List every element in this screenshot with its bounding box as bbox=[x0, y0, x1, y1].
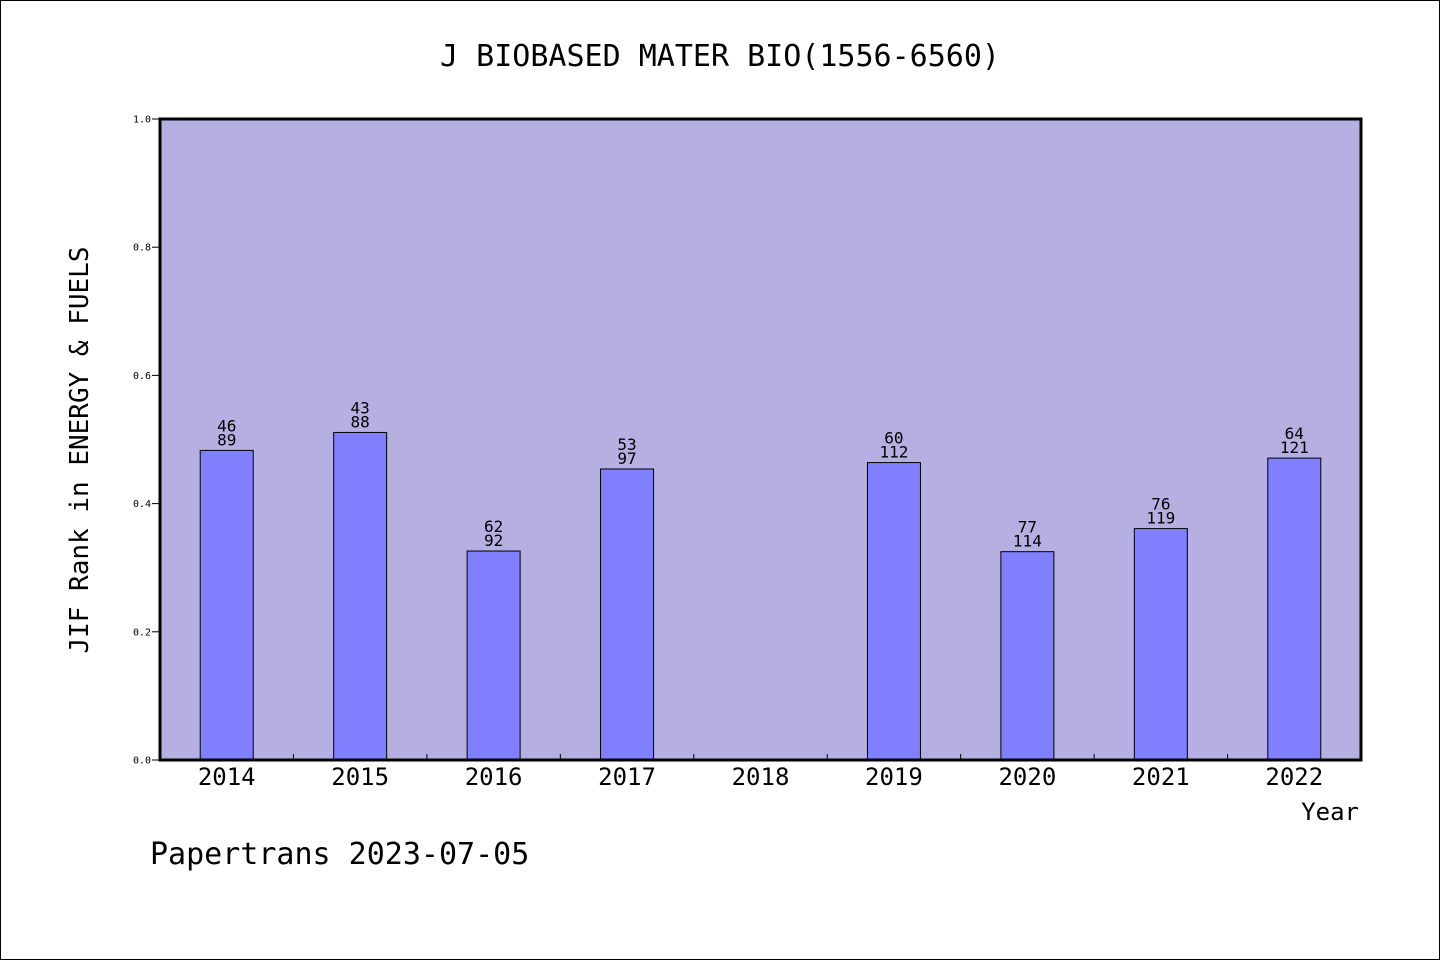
y-tick-label: 0.6 bbox=[133, 371, 151, 382]
x-tick-label: 2019 bbox=[865, 763, 923, 791]
x-tick-label: 2015 bbox=[331, 763, 389, 791]
bar-total-label: 92 bbox=[484, 531, 503, 550]
footer-text: Papertrans 2023-07-05 bbox=[150, 837, 529, 872]
x-axis: 2014 2015 2016 2017 2018 2019 2020 2021 2022 bbox=[198, 754, 1323, 791]
y-axis: 0.0 0.2 0.4 0.6 0.8 1.0 bbox=[133, 115, 160, 767]
x-axis-label: Year bbox=[1301, 798, 1359, 826]
bar-rank-label: 76 bbox=[1151, 495, 1170, 514]
chart-title: J BIOBASED MATER BIO(1556-6560) bbox=[440, 39, 1000, 74]
bar bbox=[1000, 551, 1055, 761]
y-tick-label: 0.2 bbox=[133, 627, 151, 638]
bar-rank-label: 64 bbox=[1285, 424, 1304, 443]
bar bbox=[866, 462, 921, 761]
bar-total-label: 119 bbox=[1146, 509, 1175, 528]
x-tick-label: 2020 bbox=[998, 763, 1056, 791]
y-axis-label: JIF Rank in ENERGY & FUELS bbox=[65, 247, 95, 654]
bar-total-label: 112 bbox=[879, 443, 908, 462]
x-tick-label: 2018 bbox=[732, 763, 790, 791]
bar-rank-label: 53 bbox=[617, 435, 636, 454]
bar bbox=[1267, 457, 1322, 761]
bar-total-label: 97 bbox=[617, 449, 636, 468]
bar-rank-label: 77 bbox=[1018, 518, 1037, 537]
x-tick-label: 2017 bbox=[598, 763, 656, 791]
x-tick-label: 2022 bbox=[1265, 763, 1323, 791]
bar bbox=[466, 550, 521, 761]
y-tick-label: 0.4 bbox=[133, 499, 151, 510]
bar-rank-label: 43 bbox=[351, 398, 370, 417]
x-tick-label: 2016 bbox=[465, 763, 523, 791]
bar bbox=[600, 468, 655, 761]
bar bbox=[199, 449, 254, 761]
bar-total-label: 114 bbox=[1013, 532, 1042, 551]
bar-total-label: 88 bbox=[351, 412, 370, 431]
y-tick-label: 1.0 bbox=[133, 115, 151, 126]
x-tick-label: 2014 bbox=[198, 763, 256, 791]
bar-total-label: 121 bbox=[1280, 438, 1309, 457]
bar-rank-label: 46 bbox=[217, 416, 236, 435]
y-tick-label: 0.8 bbox=[133, 243, 151, 254]
bar-rank-label: 62 bbox=[484, 517, 503, 536]
bar bbox=[1133, 528, 1188, 761]
y-tick-label: 0.0 bbox=[133, 756, 151, 767]
bar-total-label: 89 bbox=[217, 430, 236, 449]
plot-border bbox=[158, 117, 1363, 762]
bar-rank-label: 60 bbox=[884, 429, 903, 448]
bar bbox=[333, 431, 388, 761]
x-tick-label: 2021 bbox=[1132, 763, 1190, 791]
